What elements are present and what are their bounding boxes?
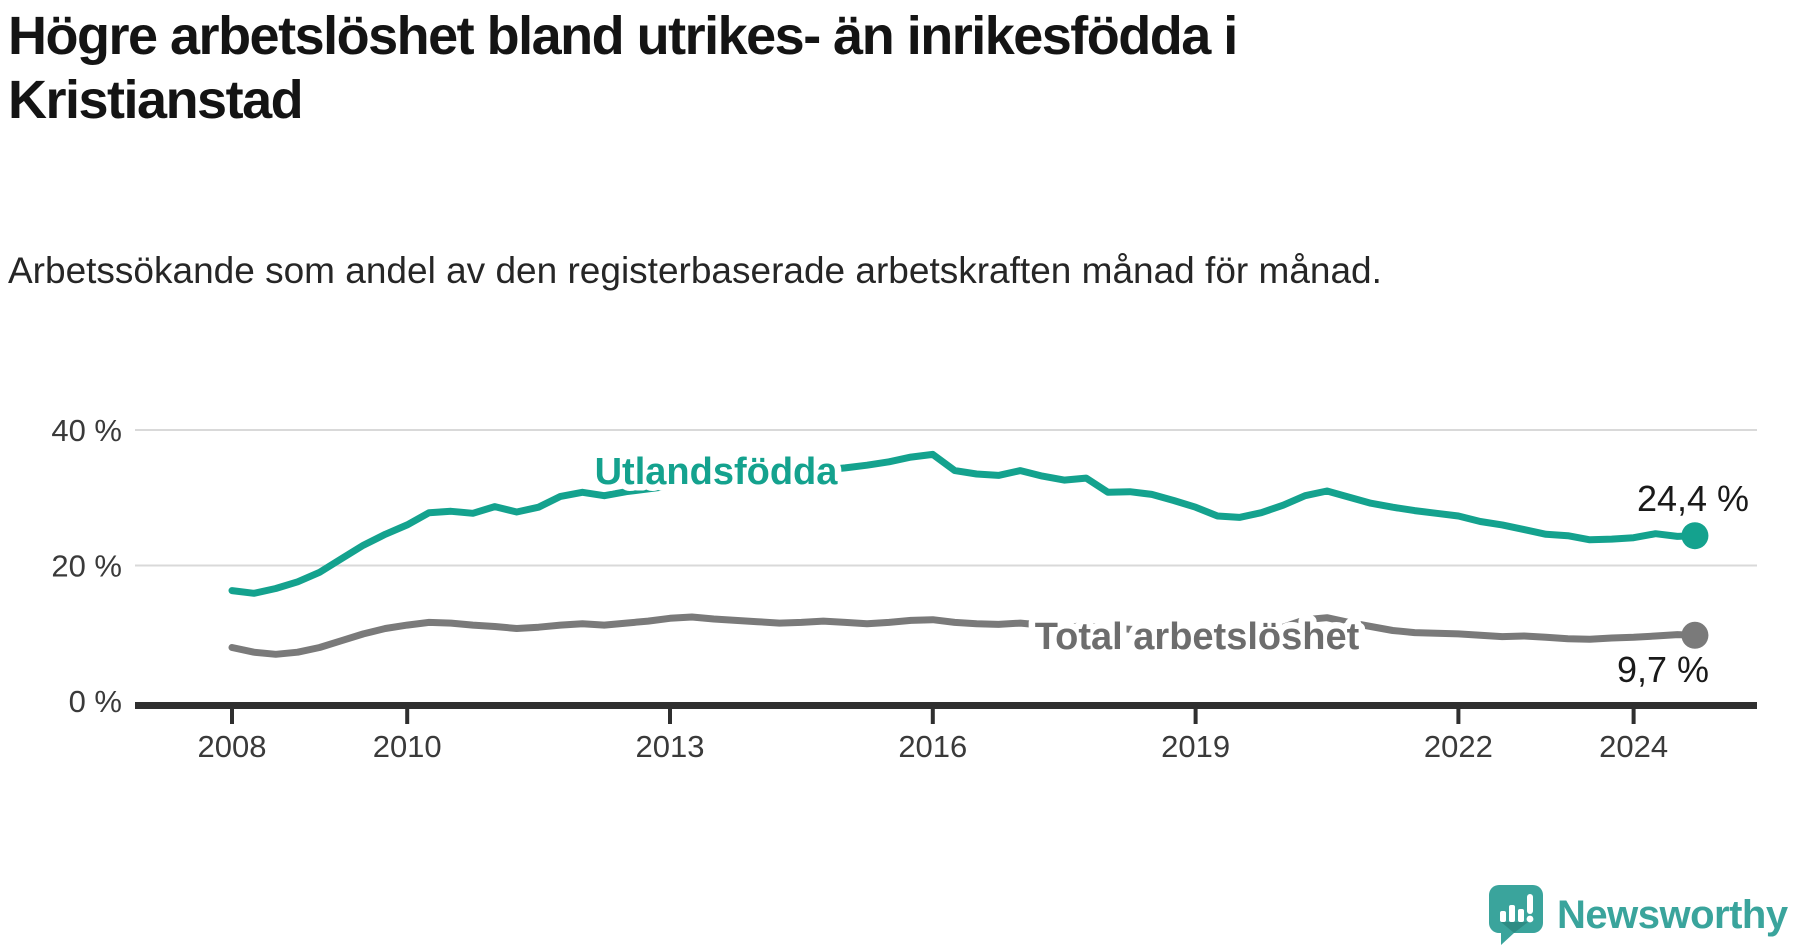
series-line-total-arbetsl-shet [228, 613, 1699, 658]
end-value-label-utlandsf-dda: 24,4 % [1637, 478, 1749, 519]
end-value-label-total-arbetsl-shet: 9,7 % [1617, 649, 1709, 690]
y-tick-label-0: 0 % [69, 684, 122, 719]
series-end-dot-utlandsf-dda [1681, 522, 1709, 550]
newsworthy-speech-bubble-icon [1489, 885, 1543, 945]
x-tick-label-2019: 2019 [1161, 729, 1230, 764]
x-tick-label-2013: 2013 [636, 729, 705, 764]
x-tick-label-2016: 2016 [898, 729, 967, 764]
chart-title: Högre arbetslöshet bland utrikes- än inr… [8, 6, 1238, 130]
newsworthy-logo-text: Newsworthy [1557, 893, 1788, 937]
x-tick-label-2008: 2008 [198, 729, 267, 764]
series-line-utlandsf-dda [228, 450, 1699, 597]
chart-subtitle: Arbetssökande som andel av den registerb… [8, 250, 1382, 291]
gridlines-layer [135, 429, 1757, 567]
series-end-dot-total-arbetsl-shet [1681, 621, 1709, 649]
series-label-utlandsf-dda: Utlandsfödda [595, 451, 839, 493]
x-tick-label-2024: 2024 [1599, 729, 1668, 764]
x-tick-label-2010: 2010 [373, 729, 442, 764]
axis-layer [135, 702, 1757, 724]
y-tick-label-40: 40 % [51, 413, 122, 448]
x-tick-label-2022: 2022 [1424, 729, 1493, 764]
series-layer [228, 450, 1709, 658]
series-label-total-arbetsl-shet: Total arbetslöshet [1035, 616, 1360, 658]
newsworthy-logo: Newsworthy [1488, 884, 1788, 946]
y-tick-label-20: 20 % [51, 549, 122, 584]
labels-layer: 0 % 20 % 40 % 2008 2010 2013 2016 2019 2022 2024 U… [51, 413, 1749, 764]
